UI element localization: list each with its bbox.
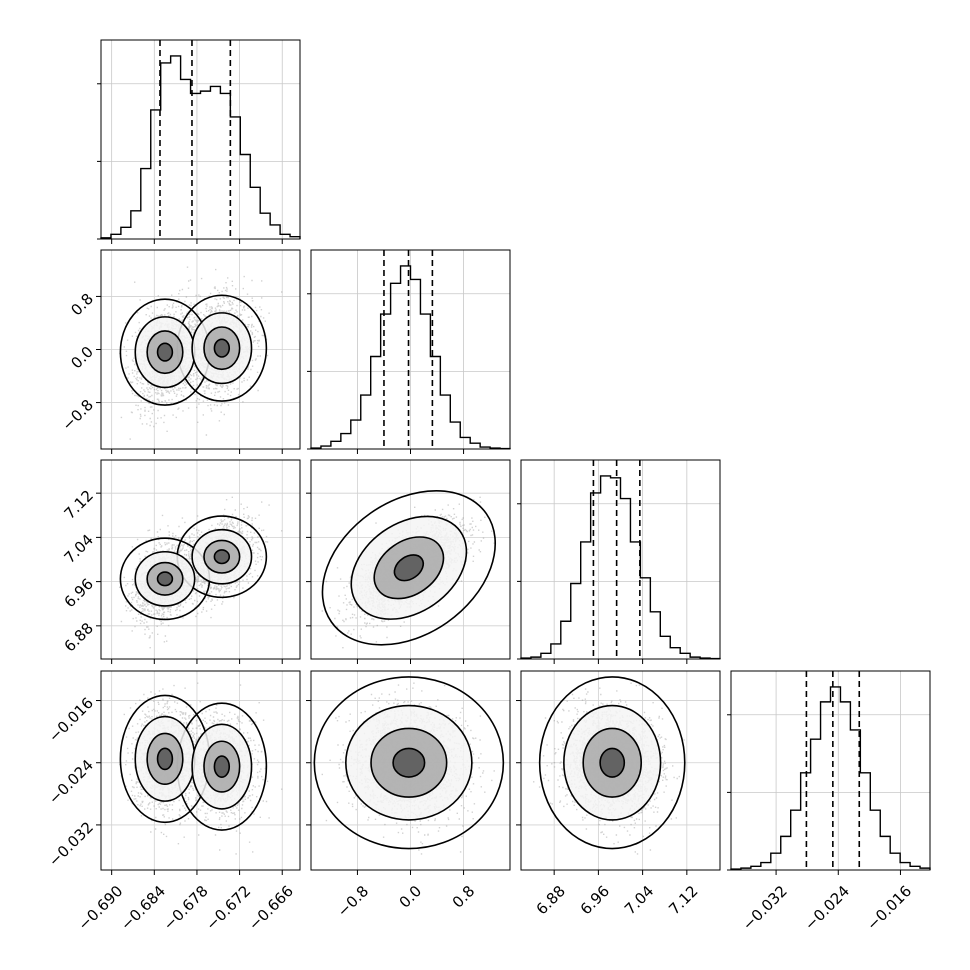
contour-level-3: [156, 571, 174, 587]
contour-level-0: [538, 676, 686, 850]
contour-level-3: [213, 755, 231, 778]
y-tick-label: −0.024: [45, 756, 97, 808]
y-tick-label: −0.8: [59, 396, 97, 434]
diag-panel-2: [517, 459, 721, 660]
x-tick-label: 7.04: [621, 882, 657, 918]
joint-panel-0-2: [100, 459, 301, 660]
y-tick-label: 7.04: [61, 531, 97, 567]
joint-panel-2-3: [520, 670, 721, 871]
x-tick-label: 6.88: [533, 882, 569, 918]
diag-frame-0: [100, 39, 301, 240]
diag-panel-0: [97, 39, 301, 240]
joint-panel-1-3: [310, 670, 511, 871]
contour-level-3: [213, 549, 231, 565]
x-tick-label: −0.672: [202, 882, 254, 934]
joint-panel-0-1: [100, 249, 301, 450]
contours: [313, 676, 505, 850]
joint-frame: [520, 670, 721, 871]
y-tick-label: 0.0: [67, 343, 97, 373]
histogram-1: [310, 265, 511, 450]
contour-level-0: [321, 489, 497, 646]
contours: [119, 294, 268, 406]
x-tick-label: 0.8: [449, 882, 479, 912]
x-tick-label: 7.12: [665, 882, 701, 918]
contours: [321, 489, 497, 646]
contour-level-3: [392, 747, 426, 778]
y-tick-label: 6.96: [61, 575, 97, 611]
diag-panel-1: [307, 249, 511, 450]
joint-panel-1-2: [310, 459, 511, 660]
x-tick-label: −0.032: [739, 882, 791, 934]
x-tick-label: −0.678: [160, 882, 212, 934]
histogram-3: [730, 686, 931, 870]
contour-level-3: [156, 342, 174, 362]
x-tick-label: −0.684: [117, 882, 169, 934]
joint-panel-0-3: [100, 670, 301, 871]
contour-level-3: [213, 338, 231, 358]
y-tick-label: 6.88: [61, 619, 97, 655]
joint-frame: [100, 459, 301, 660]
x-tick-label: −0.666: [245, 882, 297, 934]
y-tick-label: −0.032: [45, 818, 97, 870]
x-tick-label: 0.0: [396, 882, 426, 912]
contour-level-0: [313, 676, 505, 850]
diag-frame-2: [520, 459, 721, 660]
contours: [538, 676, 686, 850]
x-tick-label: −0.024: [801, 882, 853, 934]
y-tick-label: −0.016: [45, 694, 97, 746]
diag-panel-3: [727, 670, 931, 871]
histogram-0: [100, 55, 301, 239]
y-tick-label: 7.12: [61, 486, 97, 522]
joint-frame: [100, 670, 301, 871]
contour-level-3: [393, 554, 425, 582]
x-tick-label: 6.96: [577, 882, 613, 918]
x-tick-label: −0.8: [334, 882, 372, 920]
contour-level-3: [156, 747, 174, 771]
x-tick-label: −0.690: [74, 882, 126, 934]
contour-level-3: [599, 747, 626, 778]
histogram-2: [520, 475, 721, 660]
panel-layer: −0.80.00.86.886.967.047.12−0.032−0.024−0…: [45, 39, 931, 934]
contours: [119, 515, 268, 621]
diag-frame-3: [730, 670, 931, 871]
x-tick-label: −0.016: [863, 882, 915, 934]
contours: [119, 694, 268, 831]
y-tick-label: 0.8: [67, 290, 97, 320]
